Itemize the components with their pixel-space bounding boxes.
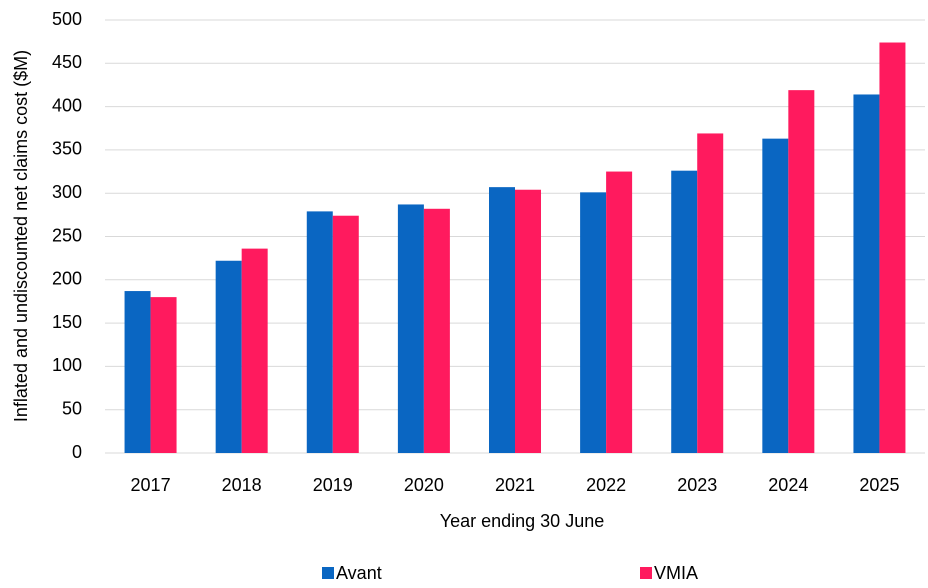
bar <box>306 211 333 453</box>
y-tick-label: 200 <box>52 269 82 289</box>
bar <box>697 133 724 454</box>
y-axis-title: Inflated and undiscounted net claims cos… <box>11 50 31 422</box>
bar <box>241 248 268 453</box>
bar <box>853 94 880 453</box>
y-tick-label: 50 <box>62 398 82 418</box>
x-axis-title: Year ending 30 June <box>440 511 604 531</box>
bar <box>580 192 607 454</box>
bar <box>332 215 359 453</box>
bar <box>489 187 515 453</box>
y-tick-label: 250 <box>52 225 82 245</box>
bar <box>150 297 177 453</box>
legend-label: VMIA <box>654 563 698 583</box>
bar <box>515 189 541 453</box>
x-tick-label: 2019 <box>313 475 353 495</box>
legend-label: Avant <box>336 563 382 583</box>
y-tick-label: 450 <box>52 52 82 72</box>
x-tick-label: 2022 <box>586 475 626 495</box>
legend-swatch <box>322 567 334 579</box>
bar <box>879 42 906 454</box>
y-tick-label: 150 <box>52 312 82 332</box>
bar <box>397 204 424 453</box>
y-tick-label: 350 <box>52 139 82 159</box>
x-tick-label: 2018 <box>222 475 262 495</box>
x-tick-label: 2020 <box>404 475 444 495</box>
y-tick-label: 400 <box>52 95 82 115</box>
x-tick-label: 2021 <box>495 475 535 495</box>
bar <box>423 208 450 453</box>
x-tick-label: 2023 <box>677 475 717 495</box>
y-tick-label: 300 <box>52 182 82 202</box>
bar <box>124 291 151 453</box>
bar <box>788 90 815 454</box>
bar <box>762 138 789 453</box>
x-tick-label: 2017 <box>131 475 171 495</box>
bar <box>671 170 698 453</box>
x-tick-label: 2025 <box>859 475 899 495</box>
legend-swatch <box>640 567 652 579</box>
bar <box>215 260 242 453</box>
x-tick-label: 2024 <box>768 475 808 495</box>
bar <box>606 171 633 454</box>
y-tick-label: 100 <box>52 355 82 375</box>
y-tick-label: 0 <box>72 442 82 462</box>
y-tick-label: 500 <box>52 9 82 29</box>
